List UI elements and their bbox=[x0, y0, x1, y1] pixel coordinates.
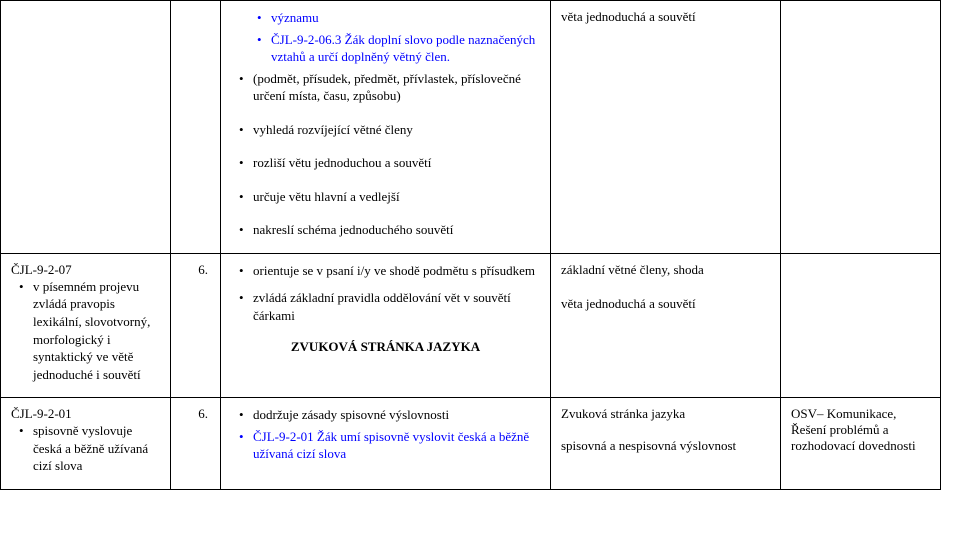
objective-list: v písemném projevu zvládá pravopis lexik… bbox=[11, 278, 160, 383]
topic-text: Zvuková stránka jazyka bbox=[561, 406, 770, 422]
list-item: vyhledá rozvíjející větné členy bbox=[231, 121, 540, 139]
cell-topic: Zvuková stránka jazyka spisovná a nespiso… bbox=[551, 398, 781, 490]
list-item: nakreslí schéma jednoduchého souvětí bbox=[231, 221, 540, 239]
list-item: (podmět, přísudek, předmět, přívlastek, … bbox=[231, 70, 540, 105]
cell-outcomes: orientuje se v psaní i/y ve shodě podmět… bbox=[221, 253, 551, 397]
grade-number: 6. bbox=[198, 262, 208, 277]
cell-cross: OSV– Komunikace, Řešení problémů a rozho… bbox=[781, 398, 941, 490]
table-row: významu ČJL-9-2-06.3 Žák doplní slovo pod… bbox=[1, 1, 941, 254]
cell-outcomes: dodržuje zásady spisovné výslovnosti ČJL-… bbox=[221, 398, 551, 490]
topic-list: základní větné členy, shoda věta jednoduc… bbox=[561, 262, 770, 312]
outcome-list: významu ČJL-9-2-06.3 Žák doplní slovo pod… bbox=[231, 9, 540, 239]
cell-outcomes: významu ČJL-9-2-06.3 Žák doplní slovo pod… bbox=[221, 1, 551, 254]
cell-objective: ČJL-9-2-01 spisovně vyslovuje česká a bě… bbox=[1, 398, 171, 490]
list-item: ČJL-9-2-06.3 Žák doplní slovo podle nazn… bbox=[231, 31, 540, 66]
curriculum-table: významu ČJL-9-2-06.3 Žák doplní slovo pod… bbox=[0, 0, 941, 490]
objective-list: spisovně vyslovuje česká a běžně užívaná… bbox=[11, 422, 160, 475]
list-item: orientuje se v psaní i/y ve shodě podmět… bbox=[231, 262, 540, 280]
cell-cross bbox=[781, 1, 941, 254]
list-item: zvládá základní pravidla oddělování vět … bbox=[231, 289, 540, 324]
list-item: v písemném projevu zvládá pravopis lexik… bbox=[11, 278, 160, 383]
cell-cross bbox=[781, 253, 941, 397]
list-item: rozliší větu jednoduchou a souvětí bbox=[231, 154, 540, 172]
code-label: ČJL-9-2-07 bbox=[11, 262, 160, 278]
topic-text: spisovná a nespisovná výslovnost bbox=[561, 438, 770, 454]
cell-topic: věta jednoduchá a souvětí bbox=[551, 1, 781, 254]
table-row: ČJL-9-2-01 spisovně vyslovuje česká a bě… bbox=[1, 398, 941, 490]
list-item: dodržuje zásady spisovné výslovnosti bbox=[231, 406, 540, 424]
list-item: spisovně vyslovuje česká a běžně užívaná… bbox=[11, 422, 160, 475]
list-item: ČJL-9-2-01 Žák umí spisovně vyslovit čes… bbox=[231, 428, 540, 463]
list-item: významu bbox=[231, 9, 540, 27]
cell-objective bbox=[1, 1, 171, 254]
grade-number: 6. bbox=[198, 406, 208, 421]
cell-grade: 6. bbox=[171, 253, 221, 397]
topic-text: věta jednoduchá a souvětí bbox=[561, 9, 696, 24]
cell-objective: ČJL-9-2-07 v písemném projevu zvládá pra… bbox=[1, 253, 171, 397]
cell-grade: 6. bbox=[171, 398, 221, 490]
topic-text: základní větné členy, shoda bbox=[561, 262, 770, 278]
code-label: ČJL-9-2-01 bbox=[11, 406, 160, 422]
topic-text: věta jednoduchá a souvětí bbox=[561, 296, 770, 312]
cell-topic: základní větné členy, shoda věta jednoduc… bbox=[551, 253, 781, 397]
section-title: ZVUKOVÁ STRÁNKA JAZYKA bbox=[231, 339, 540, 355]
outcome-list: orientuje se v psaní i/y ve shodě podmět… bbox=[231, 262, 540, 325]
list-item: určuje větu hlavní a vedlejší bbox=[231, 188, 540, 206]
outcome-list: dodržuje zásady spisovné výslovnosti ČJL-… bbox=[231, 406, 540, 463]
topic-list: Zvuková stránka jazyka spisovná a nespiso… bbox=[561, 406, 770, 454]
cell-grade bbox=[171, 1, 221, 254]
table-row: ČJL-9-2-07 v písemném projevu zvládá pra… bbox=[1, 253, 941, 397]
cross-text: OSV– Komunikace, Řešení problémů a rozho… bbox=[791, 406, 916, 453]
